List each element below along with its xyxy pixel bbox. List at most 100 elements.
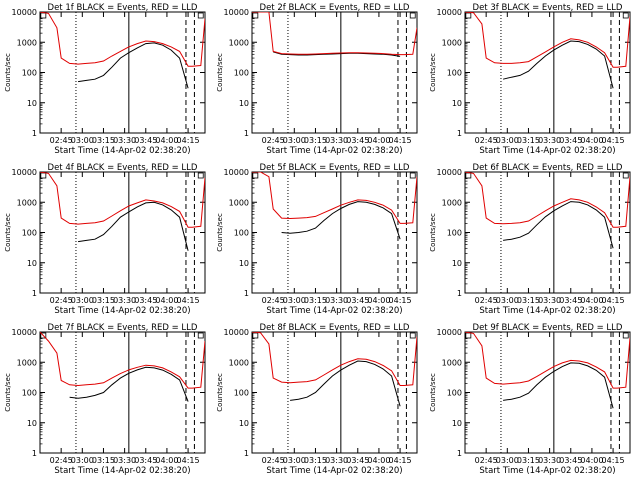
series-lld [465,172,630,228]
x-tick-label: 03:15 [517,456,540,465]
y-tick-label: 10000 [224,328,249,337]
y-tick-label: 1 [244,449,249,458]
series-lld [40,172,205,228]
flag-box [197,12,204,19]
y-tick-label: 1 [457,129,462,138]
x-tick-label: 04:00 [367,456,390,465]
x-tick-label: 04:00 [155,296,178,305]
y-tick-label: 1000 [442,198,462,207]
y-tick-label: 1000 [229,198,249,207]
plot-frame [39,331,206,454]
x-tick-label: 04:00 [367,296,390,305]
series-lld [40,332,205,389]
x-tick-label: 04:15 [389,296,412,305]
flag-box [409,172,416,179]
y-tick-label: 10000 [437,168,462,177]
y-axis-label: Counts/sec [429,213,437,252]
flag-box [252,332,259,339]
panel-det-5: 1 10 100 1000 10000 02:4503:0003:1503:3003:45… [216,163,418,316]
series-events [281,201,401,240]
y-tick-label: 10 [239,259,249,268]
x-axis-label: Start Time (14-Apr-02 02:38:20) [54,466,190,476]
x-tick-label: 04:00 [580,296,603,305]
panel-title: Det 4f BLACK = Events, RED = LLD [48,163,198,173]
x-tick-label: 02:45 [475,136,498,145]
x-tick-label: 04:00 [580,136,603,145]
flag-box [40,172,47,179]
x-tick-label: 04:15 [389,136,412,145]
panel-title: Det 1f BLACK = Events, RED = LLD [48,3,198,13]
y-axis-label: Counts/sec [4,373,12,412]
x-tick-label: 03:45 [559,456,582,465]
y-tick-label: 1 [457,289,462,298]
x-tick-label: 03:00 [496,456,519,465]
x-tick-label: 03:00 [496,296,519,305]
panel-title: Det 5f BLACK = Events, RED = LLD [260,163,410,173]
plot-frame [464,11,631,134]
x-axis-label: Start Time (14-Apr-02 02:38:20) [266,466,402,476]
x-tick-label: 03:30 [113,296,136,305]
panel-det-4: 1 10 100 1000 10000 02:4503:0003:1503:3003:45… [4,163,206,316]
y-tick-label: 10000 [12,8,37,17]
x-tick-label: 03:30 [538,136,561,145]
x-tick-label: 03:15 [92,136,115,145]
x-tick-label: 03:30 [325,136,348,145]
y-tick-label: 100 [447,229,462,238]
y-tick-label: 10000 [437,8,462,17]
series-events [290,360,401,407]
plot-frame [464,171,631,294]
x-tick-label: 03:00 [71,136,94,145]
x-tick-label: 04:15 [389,456,412,465]
y-tick-label: 10000 [437,328,462,337]
x-tick-label: 02:45 [262,456,285,465]
y-tick-label: 100 [447,389,462,398]
x-tick-label: 03:45 [134,296,157,305]
y-tick-label: 1000 [442,38,462,47]
x-tick-label: 03:00 [496,136,519,145]
panel-det-9: 1 10 100 1000 10000 02:4503:0003:1503:3003:45… [429,323,631,476]
panel-det-3: 1 10 100 1000 10000 02:4503:0003:1503:3003:45… [429,3,631,156]
y-tick-label: 1 [244,129,249,138]
x-tick-label: 02:45 [50,296,73,305]
y-tick-label: 1 [32,289,37,298]
y-tick-label: 10 [27,99,37,108]
y-tick-label: 1000 [442,358,462,367]
x-tick-label: 03:30 [113,136,136,145]
series-lld [252,332,417,386]
x-tick-label: 03:45 [134,136,157,145]
y-tick-label: 1 [32,449,37,458]
x-tick-label: 04:00 [155,136,178,145]
flag-box [622,332,629,339]
x-tick-label: 03:15 [92,456,115,465]
plot-frame [251,331,418,454]
y-axis-label: Counts/sec [4,53,12,92]
series-events [78,42,189,89]
x-tick-label: 04:15 [602,296,625,305]
series-events [503,362,614,409]
panel-det-6: 1 10 100 1000 10000 02:4503:0003:1503:3003:45… [429,163,631,316]
x-tick-label: 03:30 [113,456,136,465]
x-tick-label: 03:15 [92,296,115,305]
series-lld [252,172,417,224]
plot-frame [251,11,418,134]
y-tick-label: 100 [234,69,249,78]
series-events [273,51,401,57]
flag-box [622,172,629,179]
x-tick-label: 03:00 [283,136,306,145]
flag-box [409,332,416,339]
x-tick-label: 03:45 [346,136,369,145]
plot-frame [39,171,206,294]
x-axis-label: Start Time (14-Apr-02 02:38:20) [54,146,190,156]
panel-det-7: 1 10 100 1000 10000 02:4503:0003:1503:3003:45… [4,323,206,476]
y-tick-label: 1000 [17,198,37,207]
x-tick-label: 03:00 [283,456,306,465]
flag-box [465,172,472,179]
y-tick-label: 10000 [224,8,249,17]
y-tick-label: 100 [447,69,462,78]
series-lld [40,12,205,67]
y-tick-label: 10000 [12,328,37,337]
y-axis-label: Counts/sec [216,373,224,412]
y-tick-label: 10000 [12,168,37,177]
y-tick-label: 10 [27,419,37,428]
